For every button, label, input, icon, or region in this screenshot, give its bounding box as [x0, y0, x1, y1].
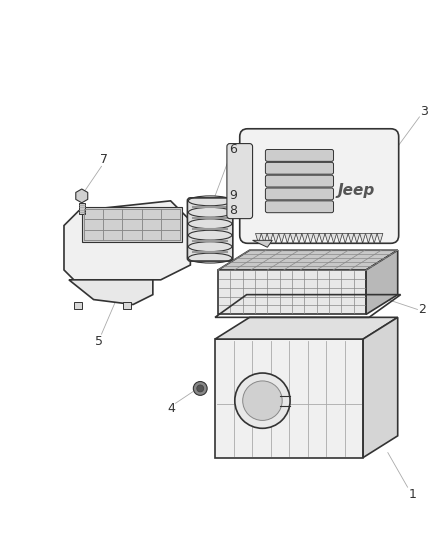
Circle shape [193, 382, 207, 395]
Text: 9: 9 [229, 189, 237, 203]
Polygon shape [296, 233, 302, 243]
Polygon shape [366, 250, 398, 314]
Polygon shape [267, 233, 273, 243]
Text: 5: 5 [95, 335, 102, 348]
Polygon shape [218, 270, 366, 314]
Polygon shape [64, 201, 191, 280]
Polygon shape [74, 302, 82, 310]
Text: 7: 7 [100, 153, 109, 166]
Polygon shape [348, 233, 354, 243]
Polygon shape [354, 233, 360, 243]
Polygon shape [343, 233, 348, 243]
Circle shape [243, 381, 282, 421]
Polygon shape [325, 233, 331, 243]
Polygon shape [279, 233, 284, 243]
Polygon shape [302, 233, 307, 243]
Polygon shape [314, 233, 319, 243]
Polygon shape [215, 339, 363, 457]
Polygon shape [331, 233, 336, 243]
Polygon shape [371, 233, 377, 243]
Polygon shape [255, 233, 261, 243]
Polygon shape [261, 233, 267, 243]
Circle shape [197, 385, 204, 392]
FancyBboxPatch shape [227, 143, 253, 219]
Polygon shape [307, 233, 314, 243]
Text: 8: 8 [229, 204, 237, 217]
Polygon shape [253, 240, 272, 247]
Polygon shape [360, 233, 366, 243]
Polygon shape [377, 233, 383, 243]
Polygon shape [123, 302, 131, 310]
Polygon shape [240, 196, 255, 225]
FancyBboxPatch shape [265, 188, 333, 200]
Polygon shape [76, 189, 88, 203]
FancyBboxPatch shape [265, 163, 333, 174]
FancyBboxPatch shape [240, 129, 399, 243]
Polygon shape [284, 233, 290, 243]
Text: 4: 4 [168, 402, 176, 415]
Text: Jeep: Jeep [338, 183, 375, 198]
Polygon shape [366, 233, 371, 243]
FancyBboxPatch shape [265, 201, 333, 213]
FancyBboxPatch shape [265, 175, 333, 187]
Polygon shape [215, 317, 398, 339]
Text: 6: 6 [229, 143, 237, 156]
FancyBboxPatch shape [265, 149, 333, 161]
FancyBboxPatch shape [187, 198, 233, 261]
Polygon shape [290, 233, 296, 243]
Polygon shape [79, 203, 85, 214]
Polygon shape [336, 233, 343, 243]
Polygon shape [363, 317, 398, 457]
Polygon shape [319, 233, 325, 243]
Polygon shape [69, 280, 153, 304]
Polygon shape [273, 233, 279, 243]
Text: 3: 3 [420, 106, 428, 118]
Text: 1: 1 [409, 488, 417, 500]
Polygon shape [218, 250, 398, 270]
Circle shape [235, 373, 290, 429]
Polygon shape [82, 207, 183, 243]
Text: 2: 2 [418, 303, 426, 316]
